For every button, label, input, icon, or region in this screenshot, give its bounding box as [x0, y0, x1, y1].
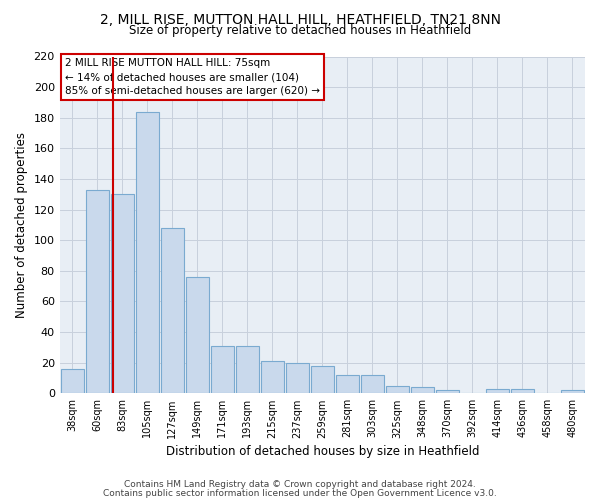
Bar: [186, 277, 209, 394]
Y-axis label: Number of detached properties: Number of detached properties: [15, 132, 28, 318]
Bar: [411, 387, 434, 394]
Bar: [486, 388, 509, 394]
Bar: [561, 390, 584, 394]
Text: Size of property relative to detached houses in Heathfield: Size of property relative to detached ho…: [129, 24, 471, 37]
Bar: [261, 361, 284, 394]
Bar: [436, 390, 459, 394]
Bar: [236, 346, 259, 394]
Bar: [136, 112, 159, 394]
Text: 2, MILL RISE, MUTTON HALL HILL, HEATHFIELD, TN21 8NN: 2, MILL RISE, MUTTON HALL HILL, HEATHFIE…: [100, 12, 500, 26]
Bar: [86, 190, 109, 394]
Bar: [336, 375, 359, 394]
Text: 2 MILL RISE MUTTON HALL HILL: 75sqm
← 14% of detached houses are smaller (104)
8: 2 MILL RISE MUTTON HALL HILL: 75sqm ← 14…: [65, 58, 320, 96]
Bar: [161, 228, 184, 394]
Bar: [286, 362, 309, 394]
Bar: [386, 386, 409, 394]
Bar: [61, 369, 83, 394]
Bar: [361, 375, 384, 394]
X-axis label: Distribution of detached houses by size in Heathfield: Distribution of detached houses by size …: [166, 444, 479, 458]
Text: Contains public sector information licensed under the Open Government Licence v3: Contains public sector information licen…: [103, 488, 497, 498]
Bar: [311, 366, 334, 394]
Bar: [211, 346, 234, 394]
Bar: [110, 194, 134, 394]
Text: Contains HM Land Registry data © Crown copyright and database right 2024.: Contains HM Land Registry data © Crown c…: [124, 480, 476, 489]
Bar: [511, 388, 534, 394]
